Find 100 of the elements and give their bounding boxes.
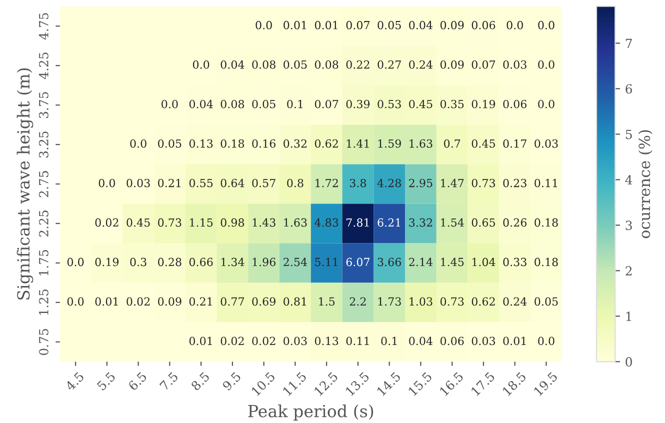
data-label: 1.03 xyxy=(410,297,432,306)
y-tick-label: 0.75 xyxy=(38,328,48,356)
data-label: 0.26 xyxy=(503,218,527,227)
x-tick-label: 9.5 xyxy=(222,372,242,392)
data-label: 0.05 xyxy=(534,297,558,306)
data-label: 1.73 xyxy=(378,297,401,306)
data-label: 0.22 xyxy=(346,60,370,69)
color-bar-label: 0 xyxy=(626,357,632,367)
data-label: 0.62 xyxy=(472,297,495,306)
data-label: 0.09 xyxy=(440,60,464,69)
data-label: 0.09 xyxy=(158,297,182,306)
data-label: 6.07 xyxy=(346,258,370,266)
data-label: 0.01 xyxy=(284,20,306,30)
data-label: 0.11 xyxy=(534,178,558,188)
data-label: 0.98 xyxy=(220,218,244,227)
data-label: 0.11 xyxy=(346,336,369,346)
data-label: 0.19 xyxy=(472,100,496,108)
data-label: 0.39 xyxy=(346,100,370,108)
data-label: 0.18 xyxy=(220,139,244,148)
data-label: 0.28 xyxy=(158,258,182,266)
data-label: 1.45 xyxy=(441,258,464,266)
data-label: 1.04 xyxy=(472,258,496,266)
x-tick-label: 5.5 xyxy=(96,372,116,391)
data-label: 2.14 xyxy=(409,258,433,266)
color-bar-label: 2 xyxy=(626,266,632,276)
data-label: 0.07 xyxy=(346,20,370,30)
data-label: 0.03 xyxy=(472,336,496,346)
data-label: 0.69 xyxy=(252,297,276,306)
x-tick-label: 6.5 xyxy=(128,372,148,391)
data-label: 0.35 xyxy=(440,100,464,108)
data-label: 1.15 xyxy=(190,218,213,227)
data-label: 2.2 xyxy=(350,297,366,306)
data-label: 0.05 xyxy=(158,139,182,148)
data-label: 0.02 xyxy=(252,336,276,346)
data-label: 0.45 xyxy=(126,218,150,227)
data-label: 0.07 xyxy=(314,100,338,108)
data-label: 3.8 xyxy=(350,178,366,188)
data-label: 1.5 xyxy=(319,297,335,306)
data-label: 0.17 xyxy=(503,139,526,148)
data-label: 0.01 xyxy=(314,20,338,30)
data-label: 0.0 xyxy=(506,20,523,30)
data-label: 0.05 xyxy=(378,20,401,30)
data-label: 0.65 xyxy=(472,218,495,227)
data-label: 0.21 xyxy=(158,178,180,188)
data-label: 0.32 xyxy=(284,139,306,148)
x-axis-title: Peak period (s) xyxy=(248,404,374,421)
x-tick-label: 7.5 xyxy=(159,372,179,391)
data-label: 0.0 xyxy=(538,100,554,108)
data-label: 0.08 xyxy=(252,60,276,69)
color-bar-label: 1 xyxy=(626,312,632,321)
data-label: 0.02 xyxy=(126,297,150,306)
data-label: 0.0 xyxy=(538,20,554,30)
data-label: 0.0 xyxy=(192,60,210,69)
data-label: 0.03 xyxy=(503,60,526,69)
data-label: 2.54 xyxy=(284,258,308,266)
data-label: 0.03 xyxy=(126,178,150,188)
data-label: 0.06 xyxy=(472,20,496,30)
y-tick-label: 2.25 xyxy=(38,210,48,237)
data-label: 1.43 xyxy=(252,218,276,227)
data-label: 0.05 xyxy=(252,100,276,108)
color-bar-label: 4 xyxy=(625,175,632,184)
color-bar-label: 7 xyxy=(626,38,632,48)
data-label: 0.13 xyxy=(189,139,213,148)
data-label: 0.0 xyxy=(538,60,554,69)
data-label: 1.96 xyxy=(252,258,276,266)
data-label: 0.03 xyxy=(534,139,558,148)
y-tick-label: 1.75 xyxy=(38,250,48,276)
data-label: 0.02 xyxy=(220,336,244,346)
data-label: 0.16 xyxy=(252,139,276,148)
y-tick-label: 3.25 xyxy=(38,132,48,158)
data-label: 0.05 xyxy=(284,60,307,69)
data-label: 0.66 xyxy=(189,258,213,266)
y-axis-title: Significant wave height (m) xyxy=(16,68,34,300)
data-label: 6.21 xyxy=(378,218,400,227)
data-label: 0.81 xyxy=(284,297,306,306)
data-label: 0.03 xyxy=(284,336,307,346)
data-label: 0.13 xyxy=(314,336,338,346)
data-label: 0.01 xyxy=(189,336,212,346)
data-label: 3.32 xyxy=(409,218,432,227)
data-label: 0.04 xyxy=(409,20,433,30)
data-label: 0.0 xyxy=(538,336,554,346)
data-label: 0.1 xyxy=(381,336,397,346)
data-label: 0.8 xyxy=(287,178,304,188)
data-label: 0.73 xyxy=(158,218,182,227)
data-label: 0.04 xyxy=(189,100,213,108)
data-label: 0.0 xyxy=(162,100,178,108)
data-label: 0.1 xyxy=(287,100,302,108)
data-label: 0.55 xyxy=(189,178,213,188)
data-label: 0.06 xyxy=(503,100,527,108)
data-label: 1.63 xyxy=(284,218,307,227)
data-label: 0.45 xyxy=(472,139,495,148)
y-tick-label: 3.75 xyxy=(38,92,48,118)
data-label: 4.83 xyxy=(314,218,338,227)
data-label: 0.18 xyxy=(534,258,558,266)
data-label: 0.24 xyxy=(503,297,527,306)
data-label: 0.23 xyxy=(503,178,526,188)
x-tick-label: 4.5 xyxy=(64,372,84,392)
data-label: 0.04 xyxy=(409,336,433,346)
data-label: 0.7 xyxy=(444,139,460,148)
data-label: 0.21 xyxy=(189,297,212,306)
